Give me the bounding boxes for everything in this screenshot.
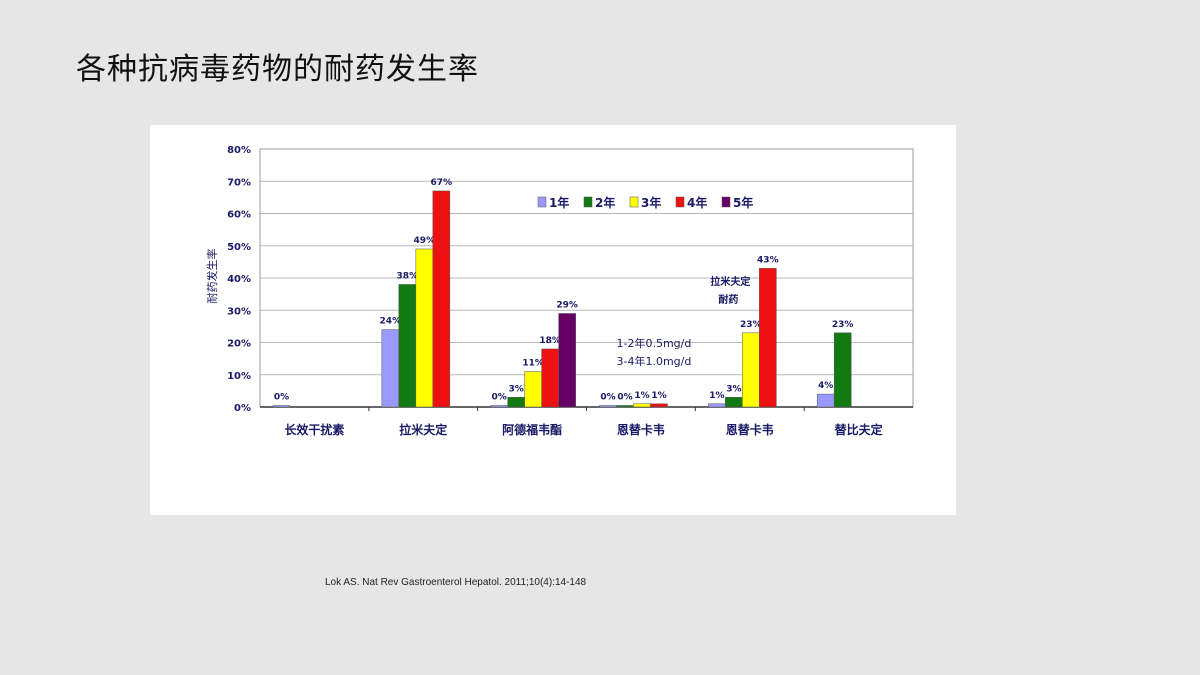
bar <box>708 403 726 408</box>
x-tick-label: 阿德福韦酯 <box>502 422 562 437</box>
bar-data-label: 24% <box>380 317 402 327</box>
bar <box>650 403 668 408</box>
bar-data-label: 0% <box>492 393 507 403</box>
y-tick-label: 60% <box>227 210 251 221</box>
bar <box>633 403 651 408</box>
bar-data-label: 0% <box>617 393 632 403</box>
bar <box>381 329 400 408</box>
y-tick-label: 80% <box>227 145 251 156</box>
bar-data-label: 3% <box>509 384 524 394</box>
chart-annotation: 1-2年0.5mg/d <box>617 336 692 350</box>
bar-data-label: 49% <box>414 236 436 246</box>
x-tick-label: 恩替卡韦 <box>726 422 774 437</box>
bar-data-label: 38% <box>397 271 419 281</box>
bar <box>759 268 777 408</box>
bar <box>272 405 291 408</box>
bar-data-label: 18% <box>539 336 561 346</box>
bar <box>490 405 508 408</box>
bar <box>599 405 617 408</box>
bar <box>616 405 634 408</box>
bar <box>833 332 852 408</box>
chart-annotation: 拉米夫定 <box>710 275 750 288</box>
legend-swatch <box>675 196 685 208</box>
bar-data-label: 43% <box>757 255 779 265</box>
slide-title: 各种抗病毒药物的耐药发生率 <box>76 52 479 87</box>
bar <box>725 397 743 408</box>
chart-annotation: 3-4年1.0mg/d <box>617 354 692 368</box>
bar <box>398 284 417 408</box>
legend-swatch <box>721 196 731 208</box>
y-tick-label: 10% <box>227 371 251 382</box>
bar-data-label: 23% <box>832 320 854 330</box>
x-tick-label: 恩替卡韦 <box>617 422 665 437</box>
bar-data-label: 11% <box>522 359 544 369</box>
x-tick-label: 替比夫定 <box>835 422 883 437</box>
x-tick-label: 拉米夫定 <box>399 422 447 437</box>
bar-data-label: 4% <box>818 381 833 391</box>
legend-swatch <box>583 196 593 208</box>
bar <box>541 348 559 408</box>
bar <box>415 248 434 408</box>
bar-data-label: 1% <box>634 391 649 401</box>
bar-data-label: 3% <box>726 384 741 394</box>
legend-label: 5年 <box>733 195 753 210</box>
bar-data-label: 29% <box>556 300 578 310</box>
bar-data-label: 0% <box>274 393 289 403</box>
legend-label: 3年 <box>641 195 661 210</box>
bar-data-label: 23% <box>740 320 762 330</box>
x-tick-label: 长效干扰素 <box>284 422 344 437</box>
y-tick-label: 30% <box>227 306 251 317</box>
y-tick-label: 0% <box>234 403 251 414</box>
y-tick-label: 50% <box>227 242 251 253</box>
legend-label: 4年 <box>687 195 707 210</box>
y-tick-label: 20% <box>227 339 251 350</box>
y-tick-label: 70% <box>227 177 251 188</box>
resistance-rate-chart: 0% 10% 20% 30% 40% 50% 60% 70% 80% 耐药发生率长效干扰素 0% 拉米… <box>150 125 956 515</box>
bar <box>507 397 525 408</box>
bar-data-label: 67% <box>431 178 453 188</box>
bar-data-label: 0% <box>600 393 615 403</box>
bar <box>816 393 835 408</box>
y-axis-label: 耐药发生率 <box>205 249 219 304</box>
legend-label: 2年 <box>595 195 615 210</box>
chart-annotation: 耐药 <box>718 293 738 306</box>
bar <box>742 332 760 408</box>
bar <box>524 371 542 408</box>
bar-data-label: 1% <box>651 391 666 401</box>
y-tick-label: 40% <box>227 274 251 285</box>
citation: Lok AS. Nat Rev Gastroenterol Hepatol. 2… <box>325 577 587 588</box>
bar <box>558 313 576 408</box>
bar <box>432 190 451 408</box>
bar-data-label: 1% <box>709 391 724 401</box>
legend-label: 1年 <box>549 195 569 210</box>
legend-swatch <box>537 196 547 208</box>
legend-swatch <box>629 196 639 208</box>
